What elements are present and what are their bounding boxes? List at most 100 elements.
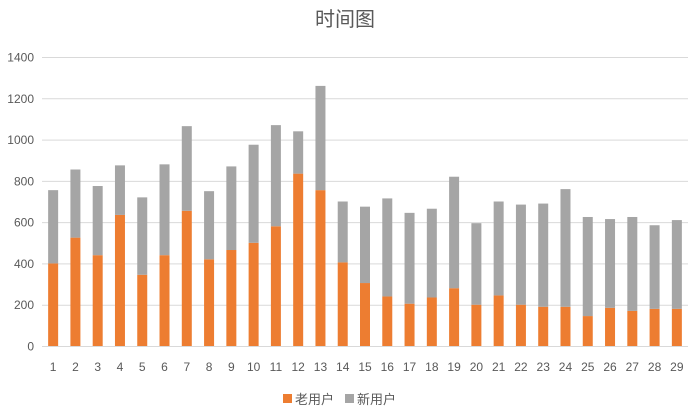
bar-new-users xyxy=(404,212,415,304)
y-tick-label: 600 xyxy=(14,216,34,230)
bar-new-users xyxy=(560,189,571,307)
bar-new-users xyxy=(627,216,638,311)
x-tick-label: 19 xyxy=(447,360,461,374)
x-tick-label: 11 xyxy=(270,360,283,374)
y-axis-ticks: 0 200 400 600 800 1000 1200 1400 xyxy=(7,51,34,354)
x-tick-label: 27 xyxy=(626,360,640,374)
x-tick-label: 13 xyxy=(314,360,328,374)
bar-new-users xyxy=(360,206,370,284)
x-tick-label: 17 xyxy=(403,360,417,374)
x-tick-label: 9 xyxy=(228,360,235,374)
bar-old-users xyxy=(315,190,326,346)
bar-old-users xyxy=(137,274,148,346)
bar-new-users xyxy=(315,85,326,191)
bar-new-users xyxy=(226,166,237,251)
bar-new-users xyxy=(270,125,281,227)
x-tick-label: 20 xyxy=(470,360,484,374)
bar-new-users xyxy=(48,190,59,264)
bar-old-users xyxy=(560,306,571,346)
bar-old-users xyxy=(159,255,170,346)
x-tick-label: 8 xyxy=(206,360,213,374)
x-tick-label: 16 xyxy=(381,360,395,374)
x-tick-label: 25 xyxy=(581,360,595,374)
bar-new-users xyxy=(426,208,437,298)
x-tick-label: 10 xyxy=(247,360,261,374)
bar-old-users xyxy=(426,297,437,346)
bar-old-users xyxy=(382,296,393,346)
y-tick-label: 200 xyxy=(14,298,34,312)
y-tick-label: 0 xyxy=(27,340,34,354)
x-tick-label: 1 xyxy=(50,360,57,374)
y-tick-label: 800 xyxy=(14,174,34,188)
legend-swatch xyxy=(283,394,292,403)
legend: 老用户 新用户 xyxy=(283,392,396,408)
bar-new-users xyxy=(159,164,170,256)
x-tick-label: 2 xyxy=(72,360,79,374)
bar-old-users xyxy=(582,316,593,346)
bar-old-users xyxy=(204,259,215,346)
y-tick-label: 1400 xyxy=(7,51,34,65)
bar-old-users xyxy=(671,308,682,346)
bar-new-users xyxy=(582,216,593,317)
bar-old-users xyxy=(181,210,192,346)
y-tick-label: 1200 xyxy=(7,92,34,106)
legend-label: 新用户 xyxy=(357,392,396,408)
x-tick-label: 3 xyxy=(94,360,101,374)
x-tick-label: 15 xyxy=(358,360,372,374)
bar-new-users xyxy=(114,165,125,215)
bar-old-users xyxy=(493,295,504,346)
x-tick-label: 18 xyxy=(425,360,439,374)
bars xyxy=(48,85,682,346)
bar-old-users xyxy=(449,288,460,346)
bar-new-users xyxy=(248,144,259,243)
bar-new-users xyxy=(649,225,660,309)
bar-old-users xyxy=(471,304,482,346)
bar-new-users xyxy=(293,131,304,174)
x-tick-label: 23 xyxy=(537,360,551,374)
bar-new-users xyxy=(515,204,526,305)
bar-old-users xyxy=(627,310,638,346)
bar-new-users xyxy=(605,219,616,308)
bar-new-users xyxy=(92,186,103,256)
bar-new-users xyxy=(204,191,215,260)
x-tick-label: 28 xyxy=(648,360,662,374)
bar-old-users xyxy=(515,304,526,346)
bar-new-users xyxy=(471,223,482,305)
bar-old-users xyxy=(114,214,125,346)
bar-old-users xyxy=(70,237,81,346)
x-tick-label: 4 xyxy=(117,360,124,374)
bar-new-users xyxy=(538,203,549,307)
x-tick-label: 5 xyxy=(139,360,146,374)
x-tick-label: 24 xyxy=(559,360,573,374)
bar-new-users xyxy=(382,198,393,297)
bar-old-users xyxy=(226,250,237,346)
x-tick-label: 12 xyxy=(291,360,305,374)
y-tick-label: 1000 xyxy=(7,133,34,147)
chart-title: 时间图 xyxy=(315,7,375,31)
bar-old-users xyxy=(248,242,259,346)
bar-old-users xyxy=(92,255,103,346)
bar-new-users xyxy=(449,176,460,289)
bar-new-users xyxy=(70,169,81,238)
x-tick-label: 14 xyxy=(336,360,350,374)
bar-old-users xyxy=(337,262,348,346)
x-tick-label: 21 xyxy=(492,360,506,374)
bar-old-users xyxy=(270,226,281,346)
bar-new-users xyxy=(337,201,348,263)
bar-old-users xyxy=(293,173,304,346)
x-tick-label: 7 xyxy=(183,360,190,374)
bar-old-users xyxy=(48,263,59,346)
bar-old-users xyxy=(538,306,549,346)
x-tick-label: 22 xyxy=(514,360,528,374)
bar-new-users xyxy=(137,197,148,275)
bar-new-users xyxy=(181,126,192,211)
bar-old-users xyxy=(605,307,616,346)
legend-swatch xyxy=(345,394,354,403)
bar-new-users xyxy=(493,201,504,296)
bar-old-users xyxy=(404,303,415,346)
x-tick-label: 26 xyxy=(603,360,617,374)
x-tick-label: 6 xyxy=(161,360,168,374)
legend-label: 老用户 xyxy=(295,392,334,408)
